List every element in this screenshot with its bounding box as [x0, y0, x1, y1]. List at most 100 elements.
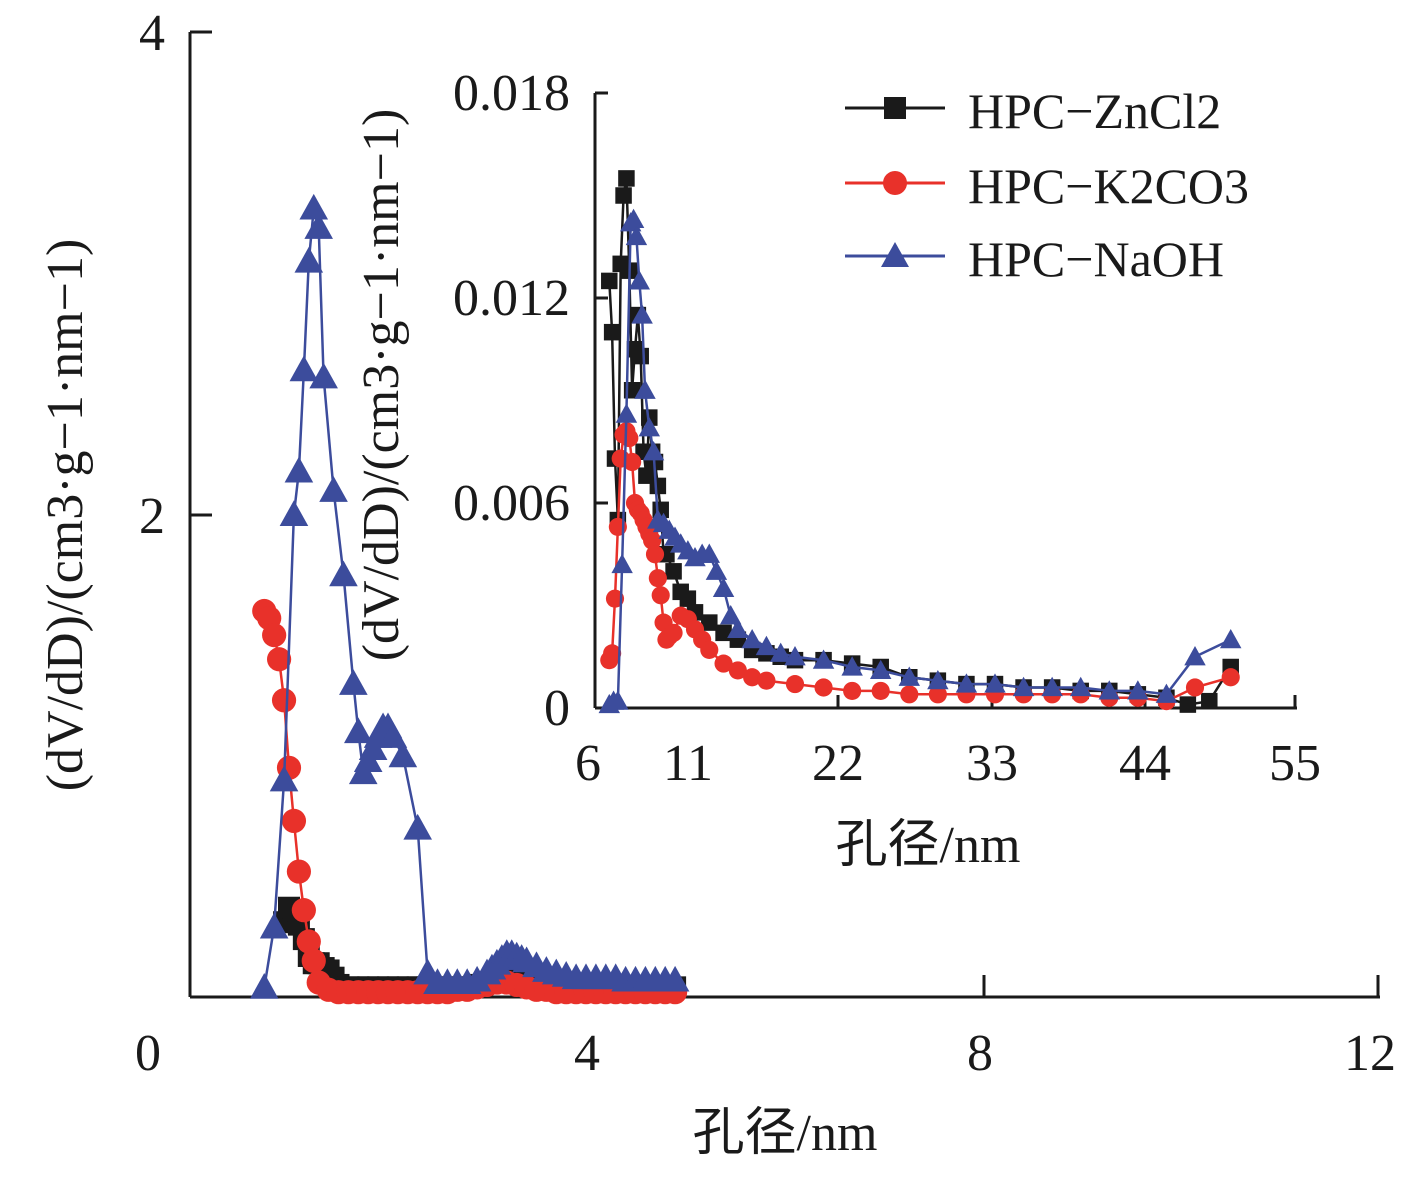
inset-data-point-circle-15 — [643, 531, 662, 550]
main-x-tick-label-4: 4 — [574, 1025, 600, 1082]
main-data-point-triangle-4 — [284, 456, 314, 483]
inset-data-point-triangle-42 — [1155, 683, 1178, 703]
inset-y-tick-label-0.006: 0.006 — [453, 475, 570, 532]
main-data-point-triangle-22 — [403, 813, 432, 840]
main-data-point-triangle-6 — [294, 246, 324, 273]
inset-data-point-square-17 — [649, 477, 667, 495]
inset-data-point-square-46 — [1201, 692, 1218, 710]
main-data-point-triangle-13 — [344, 717, 373, 744]
inset-data-point-square-11 — [632, 347, 649, 365]
inset-data-point-triangle-31 — [841, 656, 863, 676]
inset-data-point-triangle-39 — [1069, 676, 1092, 697]
inset-data-point-circle-27 — [700, 640, 719, 659]
inset-data-point-circle-22 — [664, 623, 683, 642]
inset-data-point-square-6 — [618, 170, 635, 187]
main-data-point-triangle-10 — [319, 476, 348, 502]
main-axes: 4 2 0 4 8 12 孔径/nm (dV/dD)/(cm3·g−1·nm−1… — [37, 5, 1396, 1162]
inset-data-point-triangle-21 — [698, 543, 721, 563]
inset-x-axis-title: 孔径/nm — [836, 817, 1021, 874]
inset-y-axis-title: (dV/dD)/(cm3·g−1·nm−1) — [353, 109, 410, 662]
inset-data-point-triangle-10 — [634, 379, 656, 399]
inset-data-point-circle-28 — [714, 654, 733, 673]
inset-data-point-circle-46 — [1185, 678, 1205, 697]
inset-x-tick-label-55: 55 — [1269, 735, 1321, 792]
inset-series-line-circle — [608, 430, 1232, 703]
main-data-point-triangle-9 — [309, 362, 338, 389]
inset-data-point-circle-36 — [900, 685, 919, 704]
inset-data-point-triangle-35 — [955, 673, 978, 693]
main-x-axis-title: 孔径/nm — [693, 1105, 878, 1162]
main-data-point-triangle-21 — [388, 741, 418, 768]
main-data-point-circle-10 — [301, 948, 326, 973]
inset-data-point-triangle-27 — [755, 635, 778, 656]
inset-data-point-triangle-3 — [611, 553, 633, 574]
main-data-point-triangle-8 — [304, 213, 333, 239]
main-data-point-triangle-5 — [289, 355, 319, 382]
main-y-axis-title: (dV/dD)/(cm3·g−1·nm−1) — [37, 239, 94, 792]
main-data-point-triangle-0 — [249, 973, 279, 999]
legend-label-naoh: HPC−NaOH — [968, 231, 1224, 287]
inset-data-point-circle-32 — [785, 675, 805, 694]
main-y-tick-label-4: 4 — [139, 5, 165, 62]
inset-data-point-circle-16 — [645, 545, 665, 564]
main-plot-area — [249, 193, 690, 1005]
inset-data-point-triangle-33 — [898, 666, 921, 686]
inset-data-point-triangle-9 — [631, 304, 653, 324]
inset-data-point-square-0 — [601, 272, 618, 290]
inset-data-point-triangle-4 — [615, 403, 638, 423]
main-data-point-circle-6 — [281, 808, 307, 833]
inset-data-point-square-23 — [679, 590, 697, 607]
inset-data-point-circle-1 — [603, 644, 622, 663]
main-data-point-circle-3 — [267, 647, 292, 672]
main-data-point-triangle-2 — [269, 765, 299, 792]
inset-data-point-square-45 — [1179, 696, 1197, 713]
inset-data-point-circle-17 — [648, 569, 667, 588]
inset-x-tick-label-33: 33 — [966, 735, 1018, 792]
main-data-point-circle-4 — [271, 688, 297, 713]
main-data-point-circle-2 — [262, 623, 287, 648]
inset-data-point-circle-35 — [871, 681, 890, 700]
inset-x-tick-label-6: 6 — [575, 735, 601, 792]
inset-data-point-square-1 — [603, 323, 621, 341]
inset-y-tick-label-0.012: 0.012 — [453, 270, 570, 327]
inset-data-point-triangle-30 — [812, 649, 835, 669]
inset-y-tick-label-0.018: 0.018 — [453, 65, 570, 122]
main-x-tick-label-8: 8 — [967, 1025, 993, 1082]
inset-data-point-triangle-43 — [1184, 646, 1206, 666]
main-data-point-triangle-7 — [299, 193, 329, 220]
inset-data-point-triangle-40 — [1098, 680, 1121, 700]
inset-data-point-triangle-2 — [607, 690, 629, 710]
main-data-point-circle-8 — [291, 898, 316, 923]
inset-x-tick-label-11: 11 — [663, 735, 713, 792]
inset-data-point-triangle-32 — [869, 659, 892, 679]
legend: HPC−ZnCl2 HPC−K2CO3 HPC−NaOH — [845, 83, 1249, 287]
main-data-point-triangle-3 — [279, 500, 309, 526]
inset-axes: 0.018 0.012 0.006 0 6 11 22 33 44 55 孔径/… — [353, 65, 1321, 874]
inset-data-point-triangle-23 — [712, 577, 735, 597]
main-data-point-circle-7 — [286, 859, 311, 884]
inset-data-point-circle-2 — [605, 589, 625, 608]
inset-data-point-circle-7 — [620, 429, 639, 448]
inset-data-point-triangle-28 — [769, 642, 792, 662]
inset-data-point-square-5 — [615, 187, 632, 204]
inset-x-tick-label-44: 44 — [1119, 735, 1171, 792]
inset-data-point-circle-31 — [757, 671, 776, 690]
inset-plot-area — [598, 170, 1242, 714]
inset-data-point-triangle-26 — [741, 628, 763, 649]
main-data-point-triangle-52 — [660, 965, 690, 992]
inset-data-point-triangle-24 — [719, 605, 742, 625]
main-data-point-triangle-20 — [378, 722, 408, 748]
inset-data-point-circle-8 — [623, 452, 642, 472]
inset-data-point-triangle-7 — [625, 225, 648, 246]
legend-label-zncl2: HPC−ZnCl2 — [968, 83, 1221, 139]
legend-label-k2co3: HPC−K2CO3 — [968, 158, 1249, 214]
inset-data-point-triangle-25 — [727, 618, 749, 638]
inset-data-point-square-26 — [715, 624, 732, 642]
inset-data-point-circle-29 — [728, 661, 747, 680]
main-data-point-triangle-12 — [339, 669, 368, 695]
main-data-point-triangle-1 — [259, 912, 289, 939]
inset-data-point-circle-18 — [651, 586, 670, 605]
inset-data-point-circle-30 — [743, 668, 762, 687]
main-data-point-circle-9 — [296, 929, 321, 954]
